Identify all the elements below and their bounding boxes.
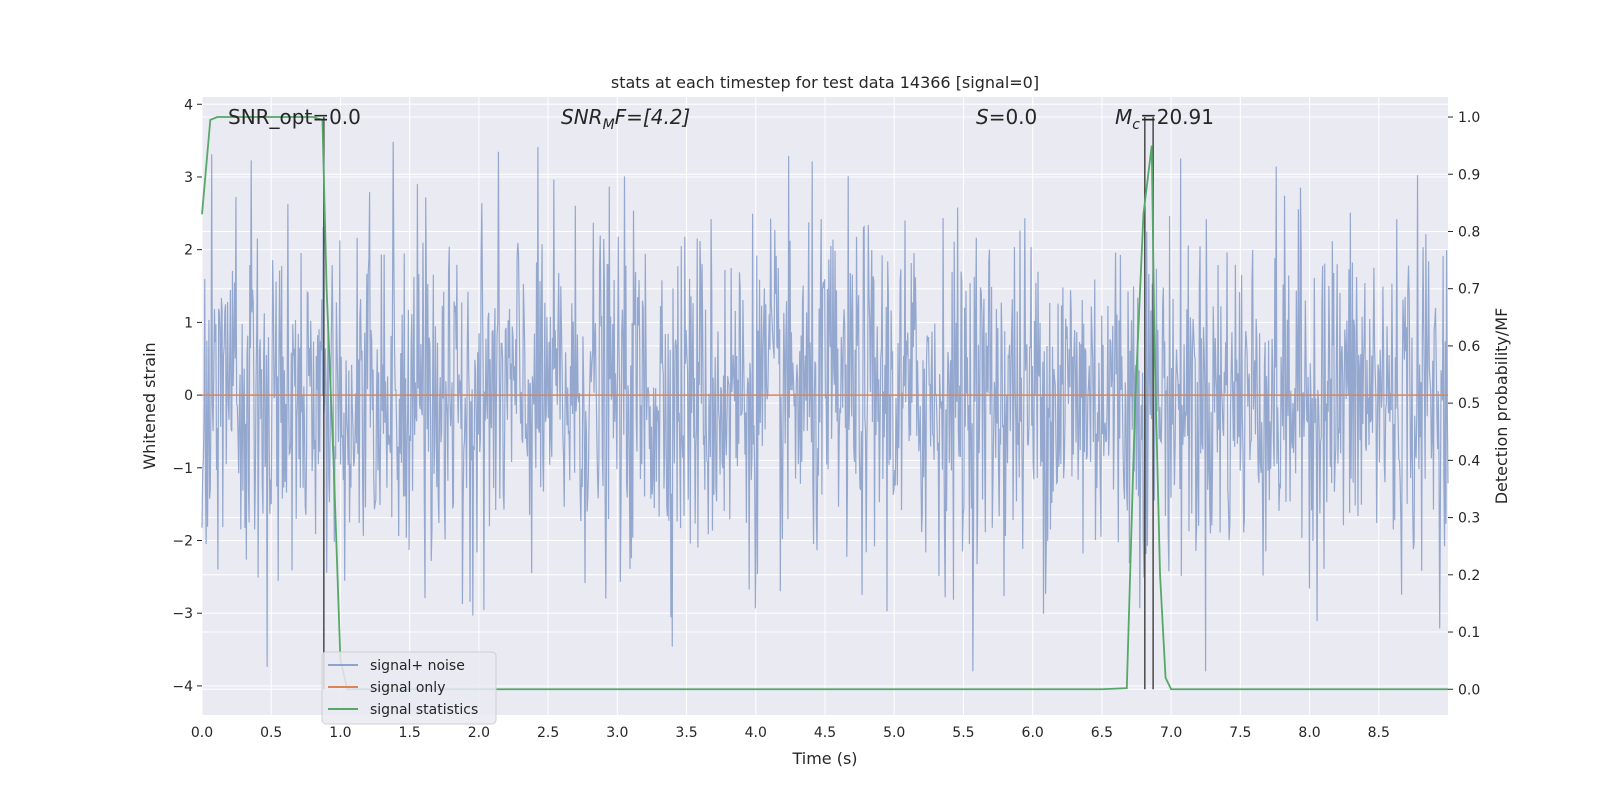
annotation-mc: Mc=20.91	[1115, 105, 1214, 133]
mc-base: M	[1115, 105, 1132, 129]
mc-sub: c	[1132, 117, 1140, 133]
x-tick-label: 3.0	[606, 725, 628, 741]
annotation-snr-mf: SNRMF=[4.2]	[561, 105, 690, 133]
y-tick-label: −2	[172, 534, 193, 550]
noise-series	[201, 141, 1449, 672]
x-tick-label: 8.0	[1298, 725, 1320, 741]
legend-label-stats: signal statistics	[370, 702, 478, 718]
x-axis-ticks: 0.0 0.5 1.0 1.5 2.0 2.5 3.0 3.5 4.0 4.5 5.0 5.5 6.0 6…	[191, 725, 1390, 741]
x-tick-label: 1.5	[399, 725, 421, 741]
annotation-snr-opt: SNR_opt=0.0	[228, 105, 361, 129]
x-tick-label: 2.5	[537, 725, 559, 741]
x-tick-label: 6.5	[1091, 725, 1113, 741]
y-axis-right-label: Detection probability/MF	[1492, 308, 1511, 505]
y-tick-label: −1	[172, 461, 193, 477]
x-axis-label: Time (s)	[791, 749, 857, 768]
x-tick-label: 3.5	[675, 725, 697, 741]
grid	[201, 97, 1448, 715]
legend-label-noise: signal+ noise	[370, 658, 465, 674]
snr-mf-rest: F=[4.2]	[615, 105, 691, 129]
y-right-tick-label: 0.6	[1458, 339, 1480, 355]
stats-line	[201, 116, 1448, 691]
y-right-tick-label: 0.3	[1458, 511, 1480, 527]
y-tick-label: −4	[172, 679, 193, 695]
y-right-tick-label: 0.9	[1458, 167, 1480, 183]
x-tick-label: 0.5	[260, 725, 282, 741]
x-tick-label: 4.5	[814, 725, 836, 741]
y-tick-label: 3	[184, 170, 193, 186]
x-tick-label: 8.5	[1368, 725, 1390, 741]
legend: signal+ noise signal only signal statist…	[321, 651, 497, 725]
y-tick-label: 4	[184, 97, 193, 113]
y-tick-label: −3	[172, 606, 193, 622]
y-right-tick-label: 0.5	[1458, 396, 1480, 412]
x-tick-label: 0.0	[191, 725, 213, 741]
x-tick-label: 2.0	[468, 725, 490, 741]
y-right-tick-label: 0.4	[1458, 453, 1480, 469]
y-right-tick-label: 0.2	[1458, 568, 1480, 584]
y-right-tick-label: 0.0	[1458, 682, 1480, 698]
y-right-tick-label: 0.7	[1458, 282, 1480, 298]
y-axis-ticks: −4 −3 −2 −1 0 1 2 3 4	[172, 97, 202, 695]
s-value: =0.0	[989, 105, 1038, 129]
y-tick-label: 1	[184, 315, 193, 331]
y-tick-label: 2	[184, 243, 193, 259]
stats-series	[201, 116, 1448, 691]
snr-mf-base: SNR	[561, 105, 603, 129]
y-right-tick-label: 0.8	[1458, 224, 1480, 240]
x-tick-label: 6.0	[1022, 725, 1044, 741]
noise-line	[201, 141, 1449, 672]
y-axis-label: Whitened strain	[140, 342, 159, 469]
x-tick-label: 5.5	[952, 725, 974, 741]
y-right-tick-label: 0.1	[1458, 625, 1480, 641]
x-tick-label: 7.5	[1229, 725, 1251, 741]
x-tick-label: 4.0	[745, 725, 767, 741]
x-tick-label: 1.0	[329, 725, 351, 741]
s-symbol: S	[976, 105, 989, 129]
y-tick-label: 0	[184, 388, 193, 404]
x-tick-label: 5.0	[883, 725, 905, 741]
x-tick-label: 7.0	[1160, 725, 1182, 741]
y-axis-right-ticks: 0.0 0.1 0.2 0.3 0.4 0.5 0.6 0.7 0.8 0.9 1.0	[1448, 110, 1480, 698]
legend-label-signal: signal only	[370, 680, 445, 696]
y-right-tick-label: 1.0	[1458, 110, 1480, 126]
mc-value: =20.91	[1140, 105, 1214, 129]
snr-mf-sub: M	[603, 117, 615, 133]
legend-box	[321, 651, 497, 725]
annotation-s: S=0.0	[976, 105, 1037, 129]
chart-title: stats at each timestep for test data 143…	[611, 73, 1039, 92]
